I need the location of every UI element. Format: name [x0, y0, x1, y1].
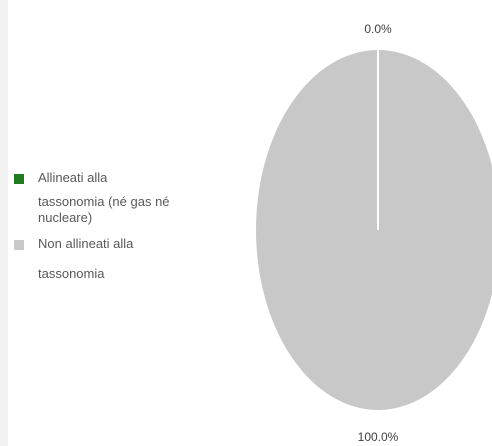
pie-slices [256, 50, 492, 410]
legend-label-not-aligned-line2: tassonomia [38, 266, 105, 281]
data-label-not-aligned: 100.0% [358, 430, 399, 444]
pie-slice-1 [256, 50, 492, 410]
legend-swatch-aligned [14, 174, 24, 184]
data-label-aligned: 0.0% [364, 22, 392, 36]
left-border-strip [0, 0, 8, 446]
legend-item-not-aligned: Non allineati alla tassonomia [12, 236, 172, 282]
legend-swatch-not-aligned [14, 240, 24, 250]
legend-label-aligned-line2: tassonomia (né gas né nucleare) [38, 194, 170, 225]
legend-label-not-aligned-line1: Non allineati alla [38, 236, 134, 251]
legend-item-aligned: Allineati alla tassonomia (né gas né nuc… [12, 170, 172, 226]
legend-label-aligned-line1: Allineati alla [38, 170, 108, 185]
chart-legend: Allineati alla tassonomia (né gas né nuc… [12, 170, 172, 292]
